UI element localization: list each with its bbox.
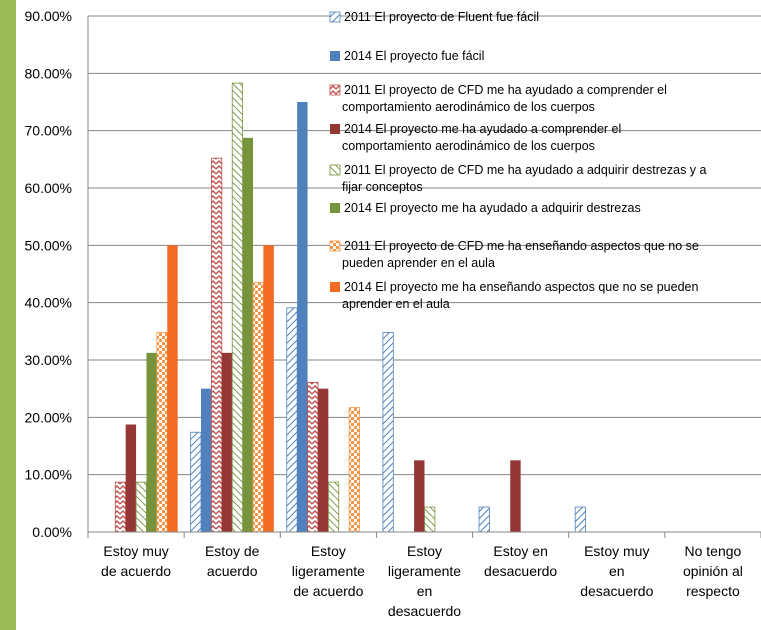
category-label: Estoy en desacuerdo	[484, 543, 557, 579]
y-tick-label: 80.00%	[25, 65, 72, 81]
legend-entry: 2011 El proyecto de CFD me ha ayudado a …	[342, 83, 667, 114]
bar-series-7	[348, 407, 360, 533]
y-tick-label: 0.00%	[32, 524, 72, 540]
legend-entry: 2014 El proyecto fue fácil	[344, 49, 484, 63]
category-label: Estoy ligeramente de acuerdo	[292, 543, 365, 599]
category-label: Estoy muy en desacuerdo	[580, 543, 653, 599]
y-tick-label: 40.00%	[25, 295, 72, 311]
bar-series-6	[242, 137, 254, 533]
bar-series-5	[424, 506, 436, 533]
category-label: Estoy muy de acuerdo	[101, 543, 171, 579]
bar-series-4	[414, 460, 425, 532]
bar-series-5	[135, 481, 147, 533]
legend-swatch	[329, 164, 341, 176]
category-label: No tengo opinión al respecto	[683, 543, 743, 599]
decorative-side-bar	[0, 0, 16, 630]
bar-series-7	[156, 332, 168, 533]
y-tick-label: 90.00%	[25, 8, 72, 24]
legend-swatch	[329, 11, 341, 23]
legend-entry: 2014 El proyecto me ha enseñando aspecto…	[342, 280, 698, 311]
y-tick-label: 30.00%	[25, 352, 72, 368]
bar-series-4	[510, 460, 521, 532]
legend-entry: 2014 El proyecto me ha ayudado a compren…	[342, 122, 621, 153]
bar-series-1	[478, 506, 490, 533]
legend-swatch	[330, 282, 340, 292]
legend-entry: 2011 El proyecto de CFD me ha ayudado a …	[342, 163, 707, 194]
legend-entry: 2011 El proyecto de CFD me ha enseñando …	[342, 239, 699, 270]
y-tick-label: 60.00%	[25, 180, 72, 196]
bar-series-2	[297, 102, 308, 532]
legend-swatch	[330, 203, 340, 213]
bar-series-3	[211, 157, 223, 533]
legend-swatch	[329, 84, 341, 96]
axes: 0.00% 10.00% 20.00% 30.00% 40.00% 50.00% 60.00…	[25, 8, 761, 619]
bar-series-3	[307, 381, 319, 533]
bar-series-4	[221, 352, 233, 532]
bar-series-3	[114, 481, 127, 533]
legend: 2011 El proyecto de Fluent fue fácil 2014…	[329, 10, 707, 311]
category-label: Estoy ligeramente en desacuerdo	[388, 543, 461, 619]
bars	[114, 82, 586, 533]
legend-entry: 2011 El proyecto de Fluent fue fácil	[344, 10, 539, 24]
y-tick-label: 10.00%	[25, 467, 72, 483]
bar-series-4	[125, 424, 137, 532]
y-tick-label: 50.00%	[25, 237, 72, 253]
bar-series-7	[252, 282, 264, 533]
bar-series-1	[286, 307, 298, 533]
bar-series-2	[201, 388, 212, 532]
bar-series-1	[382, 332, 394, 533]
bar-series-5	[231, 82, 244, 533]
bar-series-6	[146, 352, 157, 532]
legend-swatch	[330, 51, 340, 61]
category-label: Estoy de acuerdo	[205, 543, 260, 579]
bar-series-1	[574, 506, 586, 533]
bar-series-1	[190, 431, 202, 533]
bar-series-8	[263, 245, 274, 533]
y-tick-label: 70.00%	[25, 123, 72, 139]
bar-series-8	[167, 245, 178, 533]
legend-swatch	[330, 124, 340, 134]
bar-series-4	[317, 388, 329, 532]
bar-series-5	[327, 481, 340, 533]
y-tick-label: 20.00%	[25, 409, 72, 425]
legend-entry: 2014 El proyecto me ha ayudado a adquiri…	[344, 201, 641, 215]
legend-swatch	[329, 240, 341, 252]
